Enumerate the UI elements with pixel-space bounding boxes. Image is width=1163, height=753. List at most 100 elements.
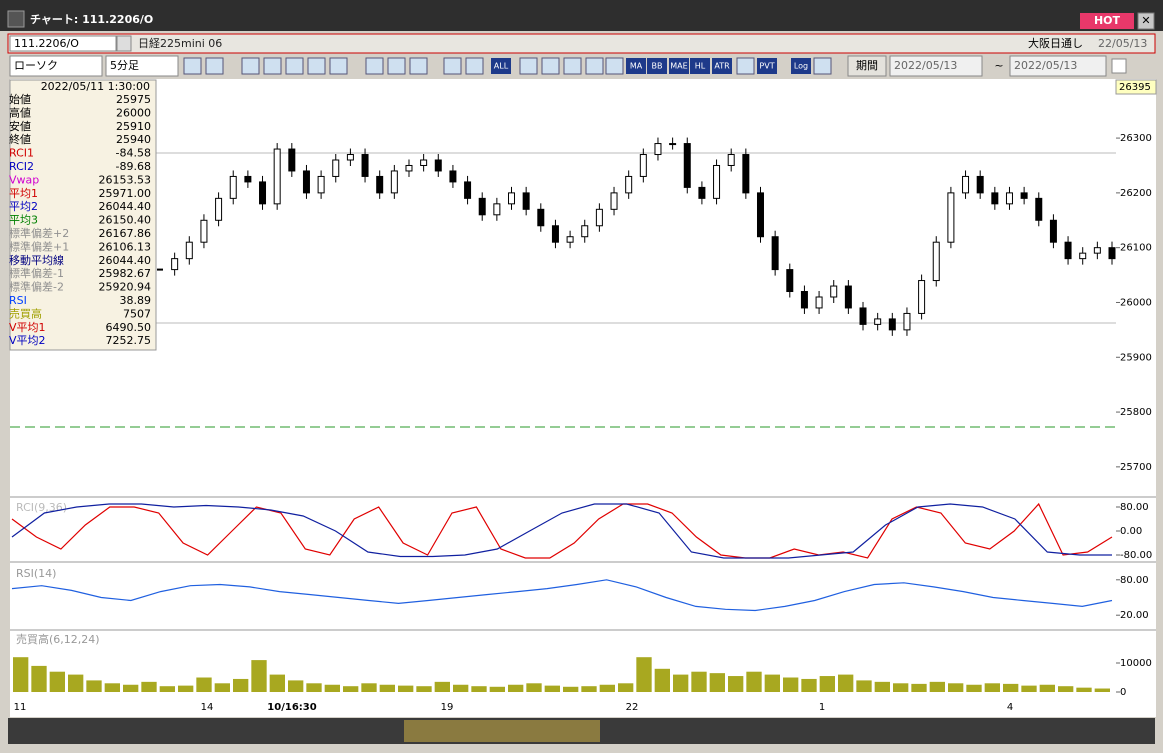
toolbar-button[interactable]: [647, 58, 667, 74]
title-bar: [0, 0, 1163, 31]
symbol-box[interactable]: [9, 35, 117, 52]
info-label: Vwap: [9, 173, 39, 186]
toolbar-icon[interactable]: [307, 57, 326, 75]
info-value: -84.58: [116, 147, 151, 160]
from-date-box[interactable]: [889, 55, 983, 77]
volume-bar: [233, 678, 249, 692]
panel-label: 売買高(6,12,24): [16, 632, 100, 646]
candle: [859, 307, 867, 325]
info-label: 終値: [9, 132, 31, 146]
candle: [991, 192, 999, 205]
volume-bar: [1039, 684, 1055, 692]
toolbar-button[interactable]: [791, 58, 811, 74]
candle: [376, 175, 384, 194]
info-value: 25982.67: [99, 267, 152, 280]
volume-bar: [508, 684, 524, 692]
info-value: 26044.40: [99, 200, 152, 213]
info-value: 26106.13: [99, 240, 152, 253]
volume-bar: [948, 683, 964, 692]
hot-button[interactable]: [1080, 13, 1134, 29]
period-button[interactable]: [847, 55, 887, 77]
volume-bar: [343, 686, 359, 692]
candle: [874, 318, 882, 325]
volume-bar: [563, 686, 579, 692]
toolbar-icon[interactable]: [205, 57, 224, 75]
info-label: 平均3: [9, 214, 38, 227]
toolbar-icon[interactable]: [329, 57, 348, 75]
close-button[interactable]: [1137, 12, 1155, 30]
volume-bar: [819, 676, 835, 692]
symbol-dropdown[interactable]: [116, 35, 132, 52]
info-label: 標準偏差+2: [9, 226, 69, 240]
toolbar-icon[interactable]: [443, 57, 462, 75]
volume-bar: [1003, 683, 1019, 692]
candle: [288, 148, 296, 172]
toolbar-icon[interactable]: [409, 57, 428, 75]
y-tick-label: 26100: [1120, 243, 1152, 254]
info-label: RCI2: [9, 160, 34, 173]
scroll-thumb[interactable]: [404, 720, 600, 742]
toolbar-icon[interactable]: [605, 57, 624, 75]
info-label: 平均1: [9, 187, 38, 200]
candle: [434, 159, 442, 172]
chart-type-select[interactable]: [9, 55, 103, 77]
current-price: 26395: [1119, 82, 1151, 93]
toolbar-button[interactable]: [757, 58, 777, 74]
toolbar-icon[interactable]: [585, 57, 604, 75]
axis-area: [1116, 79, 1156, 697]
x-tick-label: 4: [1007, 702, 1013, 713]
toolbar-icon[interactable]: [465, 57, 484, 75]
candle: [800, 291, 808, 309]
toolbar-button[interactable]: [491, 58, 511, 74]
toolbar-icon[interactable]: [736, 57, 755, 75]
toolbar-icon[interactable]: [519, 57, 538, 75]
instrument-name: 日経225mini 06: [138, 37, 222, 50]
toolbar-button[interactable]: [626, 58, 646, 74]
toolbar-icon[interactable]: [563, 57, 582, 75]
candle: [756, 192, 764, 238]
candle: [830, 285, 838, 298]
info-label: 標準偏差-2: [9, 280, 64, 294]
candle: [551, 225, 559, 243]
volume-bar: [728, 676, 744, 692]
volume-bar: [966, 684, 982, 692]
volume-bar: [196, 677, 212, 692]
info-datetime: 2022/05/11 1:30:00: [41, 80, 150, 93]
volume-bar: [544, 685, 560, 692]
current-price-box: [1115, 79, 1157, 95]
info-value: 25910: [116, 120, 151, 133]
checkbox[interactable]: [1111, 58, 1127, 74]
volume-bar: [123, 684, 139, 692]
toolbar-icon[interactable]: [183, 57, 202, 75]
toolbar-button[interactable]: [669, 58, 689, 74]
toolbar-button-label: PVT: [759, 62, 774, 71]
volume-bar: [159, 686, 175, 692]
toolbar-icon[interactable]: [387, 57, 406, 75]
y-tick-label: 25800: [1120, 407, 1152, 418]
toolbar-button[interactable]: [690, 58, 710, 74]
symbol-row: [7, 33, 1156, 54]
candle: [522, 192, 530, 210]
toolbar-button[interactable]: [712, 58, 732, 74]
candle: [903, 312, 911, 331]
interval-select[interactable]: [105, 55, 179, 77]
toolbar-icon[interactable]: [365, 57, 384, 75]
close-icon: ✕: [1141, 14, 1150, 27]
volume-bar: [838, 674, 854, 692]
x-tick-label: 14: [201, 702, 214, 713]
toolbar-icon[interactable]: [813, 57, 832, 75]
candle: [1049, 219, 1057, 243]
candle: [976, 175, 984, 194]
toolbar-icon[interactable]: [263, 57, 282, 75]
toolbar-icon[interactable]: [541, 57, 560, 75]
candle: [332, 159, 340, 177]
toolbar-icon[interactable]: [285, 57, 304, 75]
info-label: RSI: [9, 294, 27, 307]
info-value: 25975: [116, 93, 151, 106]
to-date-box[interactable]: [1009, 55, 1107, 77]
info-value: 26000: [116, 106, 151, 119]
toolbar-button-label: ALL: [494, 62, 509, 71]
volume-bar: [49, 671, 65, 692]
toolbar-icon[interactable]: [241, 57, 260, 75]
